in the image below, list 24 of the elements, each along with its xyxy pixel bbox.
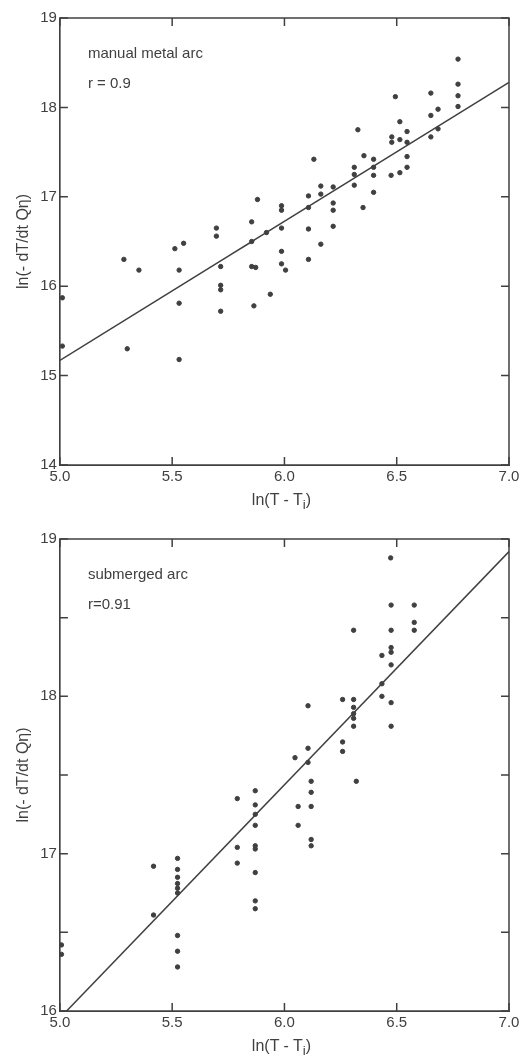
x-axis-title: ln(T - T$_{i}$) [250, 491, 313, 515]
y-tick-label: 18 [40, 97, 57, 115]
y-tick-label: 19 [40, 529, 57, 547]
x-tick-label: 6.5 [386, 1013, 408, 1031]
x-axis-title: ln(T - T$_{i}$) [250, 1037, 313, 1060]
x-tick-label: 6.5 [386, 467, 408, 485]
x-tick-label: 5.5 [161, 1013, 183, 1031]
x-tick-label: 6.0 [274, 467, 295, 485]
y-axis-title: ln(- dT/dt Qη) [14, 193, 32, 290]
y-tick-label: 18 [40, 686, 57, 704]
annotation: submerged arc [87, 564, 189, 582]
x-tick-label: 7.0 [498, 1013, 520, 1031]
x-tick-label: 5.5 [161, 467, 183, 485]
x-tick-label: 6.0 [274, 1013, 295, 1031]
annotation: r = 0.9 [87, 73, 131, 91]
y-tick-label: 19 [40, 8, 57, 26]
y-tick-label: 15 [40, 365, 57, 383]
y-tick-label: 17 [40, 186, 57, 204]
y-tick-label: 16 [40, 276, 57, 294]
x-tick-label: 7.0 [498, 467, 520, 485]
y-axis-title: ln(- dT/dt Qη) [14, 727, 32, 823]
annotation: manual metal arc [87, 43, 204, 61]
y-tick-label: 17 [40, 843, 57, 861]
annotation: r=0.91 [87, 594, 131, 612]
